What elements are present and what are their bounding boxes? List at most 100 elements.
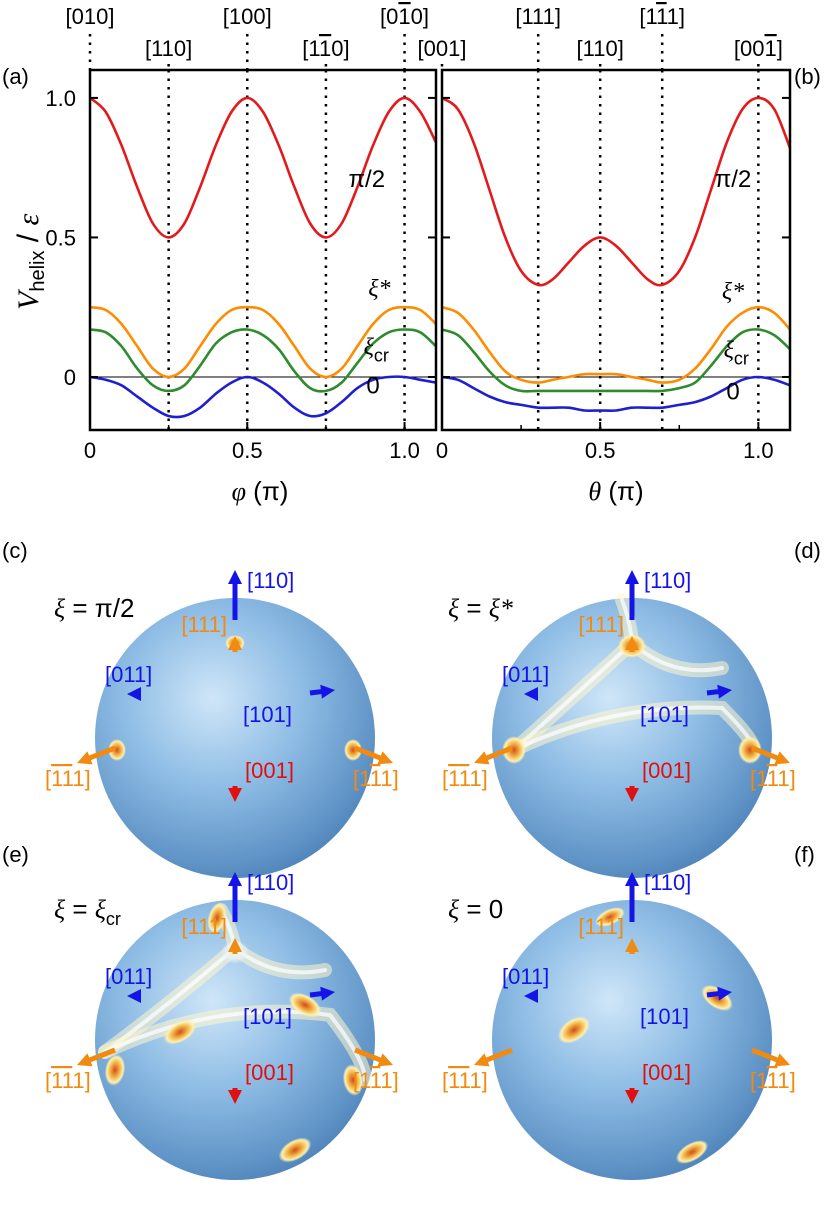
arrow-101-head (717, 986, 732, 1001)
curve-label: π/2 (715, 166, 752, 193)
arrow-101-head (717, 684, 732, 699)
panel-b-direction-marks: [001] [111] [110] [111] [001] (418, 4, 783, 70)
arrow-1m11-head (774, 751, 790, 765)
arrow-m111-head (474, 1053, 490, 1067)
sphere-panel-label: (f) (794, 842, 815, 867)
sphere-body (492, 900, 772, 1180)
ridge-belt-core (103, 1009, 367, 1082)
series-line-π/2 (89, 96, 438, 239)
panel-a: (a) [010] [110] [100] [110] [010] π/2 ξ* ξcr 0 0… (2, 4, 438, 506)
direction-label: [110] (302, 36, 349, 61)
curve-label: ξ* (368, 276, 390, 302)
sphere-panel-c: (c) ξ = π/2 [110] [111] [011] [101] [001] [111]… (2, 538, 399, 878)
arrow-111-head (228, 636, 242, 650)
dir-label-m111: [111] (442, 766, 488, 791)
panel-b: (b) [001] [111] [110] [111] [001] π/2 ξ* ξcr 0 0… (418, 4, 821, 506)
hotspot-c (288, 992, 322, 1018)
panel-b-xlabel: θ (π) (588, 476, 643, 506)
direction-label: [001] (418, 36, 467, 61)
arrow-110-head (625, 570, 639, 584)
hotspot-d (104, 1054, 126, 1086)
direction-label: [110] (577, 36, 624, 61)
panel-a-direction-marks: [010] [110] [100] [110] [010] (66, 4, 429, 70)
arrow-101-head (320, 684, 335, 699)
arrow-001-head (625, 788, 639, 802)
dir-label-011: [011] (502, 662, 549, 687)
curve-label: 0 (366, 373, 379, 400)
xi-label: ξ = ξ* (448, 593, 513, 623)
x-tick-label: 0 (84, 438, 96, 463)
dir-label-101: [101] (243, 702, 292, 727)
dir-label-110: [110] (247, 870, 294, 895)
arrow-111-head (625, 636, 639, 650)
sphere-panel-label: (d) (794, 538, 821, 563)
direction-label: [111] (639, 4, 685, 29)
sphere-panel-d: (d) ξ = ξ* [110] [111] [011] [101] [001] [111] [… (442, 538, 821, 878)
x-tick-label: 0 (436, 438, 448, 463)
arrow-011-head (127, 989, 141, 1003)
ylabel-denom: ε (12, 214, 45, 226)
dir-label-001: [001] (245, 758, 294, 783)
arrow-011-head (524, 687, 538, 701)
xi-label: ξ = π/2 (54, 593, 134, 623)
arrow-m111-head (77, 751, 93, 765)
panel-a-plot: π/2 ξ* ξcr 0 0 0.5 1.0 0 0.5 1.0 (45, 68, 438, 463)
dir-label-101: [101] (640, 702, 689, 727)
curve-label: ξcr (364, 335, 389, 366)
hotspot-1m11 (344, 739, 362, 761)
series-line-π/2 (441, 96, 792, 287)
arrow-001-head (625, 1090, 639, 1104)
dir-label-001: [001] (642, 758, 691, 783)
panel-a-label: (a) (2, 64, 29, 89)
dir-label-101: [101] (243, 1004, 292, 1029)
hotspot-m111 (502, 736, 526, 764)
sphere-panel-label: (e) (2, 842, 29, 867)
hotspot-f (278, 1137, 312, 1163)
hotspot-1m11 (738, 736, 762, 764)
dir-label-101: [101] (640, 1004, 689, 1029)
sphere-body (95, 598, 375, 878)
arrow-111-head (228, 938, 242, 952)
dir-label-111: [111] (181, 612, 227, 637)
series-line-ξcr (441, 328, 791, 393)
arrow-111-head (625, 938, 639, 952)
arrow-110-head (625, 872, 639, 886)
dir-label-111: [111] (181, 914, 227, 939)
sphere-panel-label: (c) (2, 538, 28, 563)
xi-label: ξ = 0 (448, 894, 503, 924)
dir-label-011: [011] (105, 964, 152, 989)
arrow-1m11-head (377, 751, 393, 765)
series-line-ξcr (89, 328, 437, 393)
direction-label: [001] (734, 36, 783, 61)
dir-label-m111: [111] (442, 1068, 488, 1093)
hotspot-a (595, 907, 625, 927)
y-tick-label: 1.0 (45, 86, 76, 111)
sphere-panel-f: (f) ξ = 0 [110] [111] [011] [101] [001] [111] [1… (442, 842, 815, 1180)
dir-label-111: [111] (578, 914, 624, 939)
sphere-panel-e: (e) ξ = ξcr [110] [111] [011] [101] [001] [111]… (2, 842, 399, 1180)
dir-label-1m11: [111] (353, 1068, 399, 1093)
dir-label-110: [110] (247, 568, 294, 593)
series-line-0 (441, 375, 791, 412)
svg-text:Vhelix / ε: Vhelix / ε (12, 214, 49, 310)
series-line-0 (89, 375, 437, 419)
plot-frame (440, 68, 792, 432)
x-tick-label: 0.5 (232, 438, 263, 463)
direction-label: [010] (66, 4, 115, 29)
direction-label: [100] (223, 4, 272, 29)
arrow-101-head (320, 986, 335, 1001)
series-line-ξ* (89, 305, 437, 379)
dir-label-110: [110] (644, 568, 691, 593)
hotspot-b (163, 1019, 197, 1045)
hotspot-m111 (108, 739, 126, 761)
dir-label-001: [001] (245, 1060, 294, 1085)
arrow-1m11-head (774, 1053, 790, 1067)
curve-label: π/2 (349, 166, 386, 193)
panel-b-label: (b) (794, 64, 821, 89)
dir-label-011: [011] (502, 964, 549, 989)
hotspot-b (557, 1016, 591, 1044)
direction-label: [010] (380, 4, 429, 29)
curve-label: 0 (726, 378, 739, 405)
sphere-panels: (c) ξ = π/2 [110] [111] [011] [101] [001] [111]… (2, 538, 821, 1180)
